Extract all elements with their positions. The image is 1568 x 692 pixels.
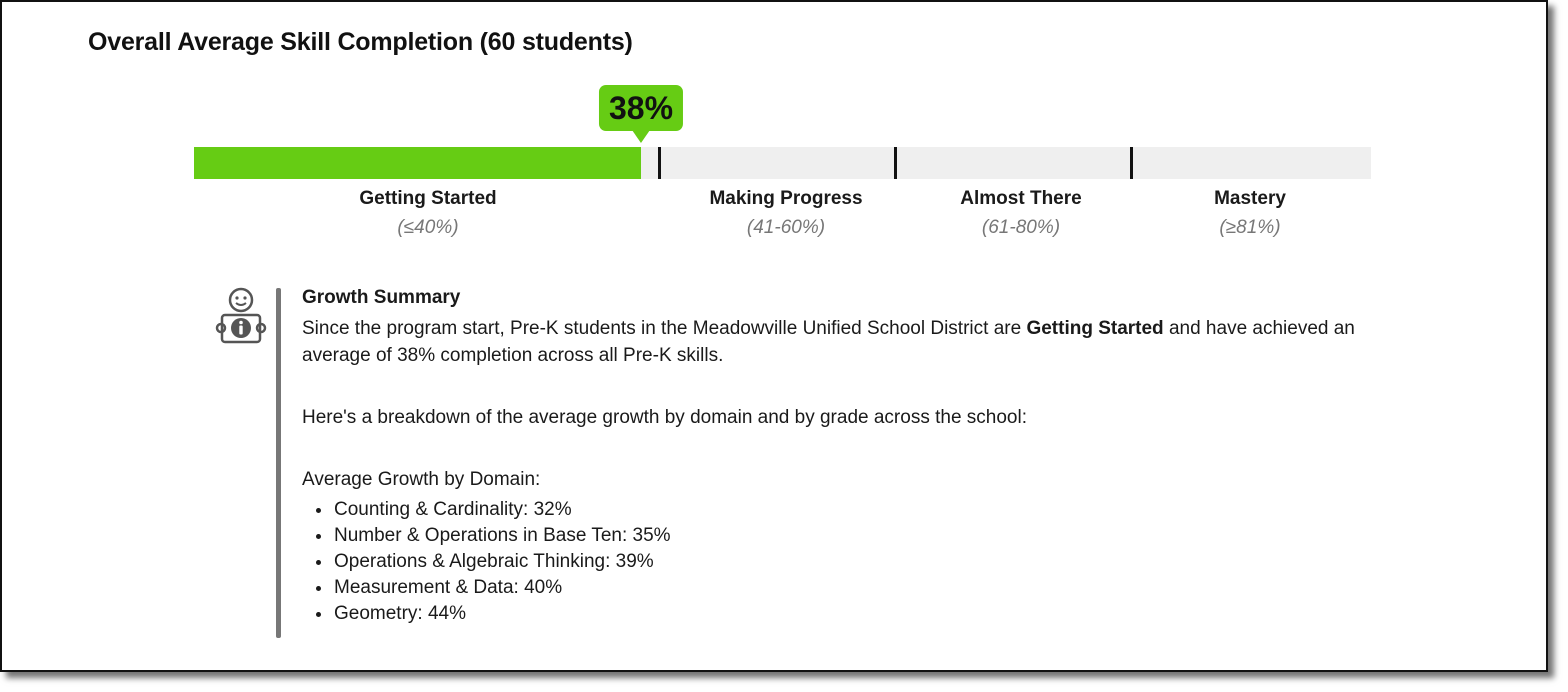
list-item: Counting & Cardinality: 32% [316,497,1372,523]
segment-label: Making Progress [709,188,863,209]
page-title: Overall Average Skill Completion (60 stu… [88,28,633,56]
segment-getting-started: Getting Started (≤40%) [359,188,496,239]
segment-range: (61-80%) [981,217,1061,238]
segment-divider [1129,147,1133,179]
segment-range: (41-60%) [746,217,826,238]
child-info-icon [213,286,269,348]
summary-status: Getting Started [1026,318,1164,339]
summary-paragraph: Since the program start, Pre-K students … [302,315,1372,369]
segment-label: Getting Started [359,188,497,209]
breakdown-intro: Here's a breakdown of the average growth… [302,407,1027,428]
segment-making-progress: Making Progress (41-60%) [709,188,862,239]
summary-text: and have achieved an average of 38% comp… [302,318,1355,366]
progress-track [194,147,1371,179]
list-item: Geometry: 44% [316,601,1372,627]
summary-heading: Growth Summary [302,287,461,308]
progress-value-badge: 38% [598,85,684,131]
segment-mastery: Mastery (≥81%) [1214,188,1286,239]
list-item: Number & Operations in Base Ten: 35% [316,523,1372,549]
domain-list: Counting & Cardinality: 32% Number & Ope… [302,497,1372,627]
segment-range: (≥81%) [1219,217,1281,238]
segment-range: (≤40%) [397,217,459,238]
segment-label: Mastery [1214,188,1286,209]
segment-divider [658,147,662,179]
segment-divider [894,147,898,179]
summary-text: Since the program start, Pre-K students … [302,318,1027,339]
list-item: Measurement & Data: 40% [316,575,1372,601]
report-card: Overall Average Skill Completion (60 stu… [0,0,1548,672]
segment-almost-there: Almost There (61-80%) [960,188,1081,239]
domain-list-title: Average Growth by Domain: [302,469,541,490]
list-item: Operations & Algebraic Thinking: 39% [316,549,1372,575]
summary-accent-bar [276,288,281,638]
segment-label: Almost There [960,188,1082,209]
growth-summary: Growth Summary Since the program start, … [302,286,1372,627]
progress-fill [194,147,641,179]
